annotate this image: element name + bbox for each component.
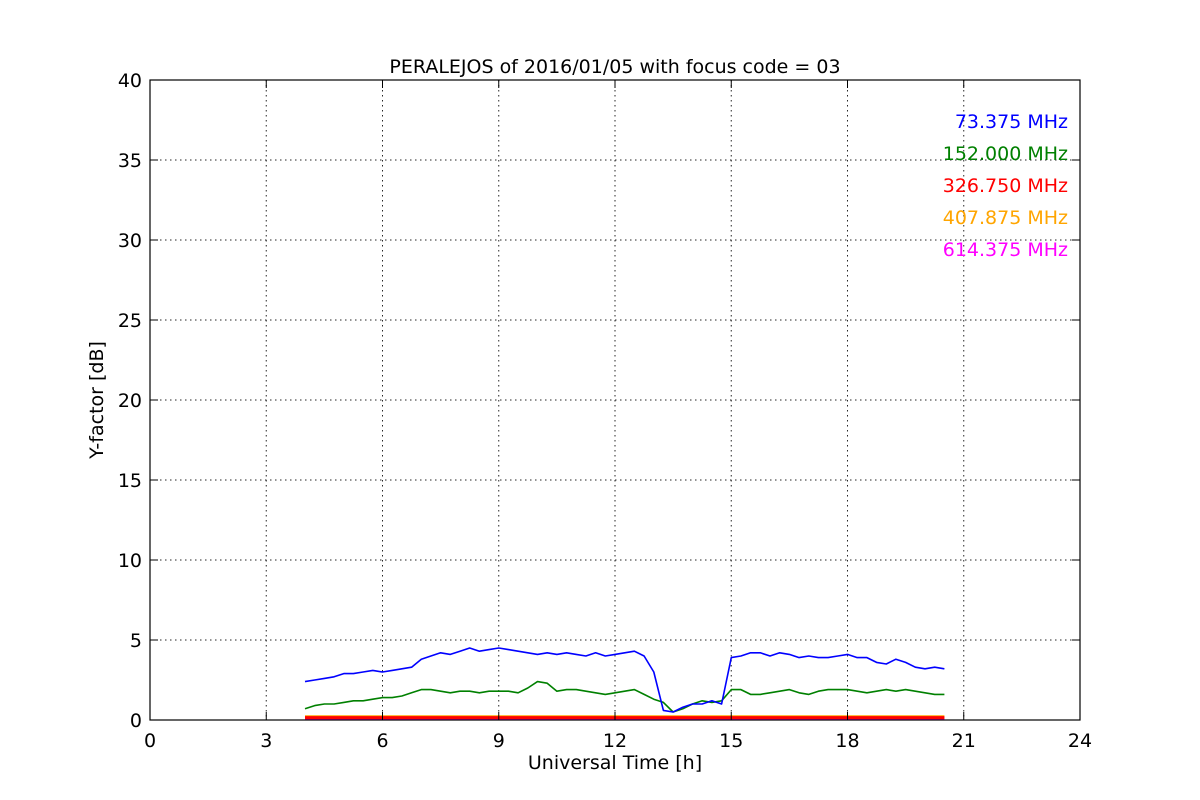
- y-tick-label: 10: [118, 550, 142, 572]
- y-tick-label: 5: [130, 630, 142, 652]
- y-tick-label: 0: [130, 710, 142, 732]
- legend-entry: 407.875 MHz: [943, 207, 1068, 229]
- series-line-1: [304, 680, 945, 713]
- x-tick-label: 12: [603, 730, 627, 752]
- x-tick-label: 0: [144, 730, 156, 752]
- y-tick-label: 40: [118, 70, 142, 92]
- x-axis-label: Universal Time [h]: [528, 752, 702, 774]
- x-tick-label: 24: [1068, 730, 1092, 752]
- legend-entry: 152.000 MHz: [943, 143, 1068, 165]
- grid: [150, 80, 1080, 720]
- chart-title: PERALEJOS of 2016/01/05 with focus code …: [389, 56, 840, 78]
- y-tick-label: 30: [118, 230, 142, 252]
- y-tick-label: 15: [118, 470, 142, 492]
- legend: 73.375 MHz 152.000 MHz 326.750 MHz 407.875 …: [943, 111, 1068, 261]
- y-tick-label: 35: [118, 150, 142, 172]
- ticks: 0 3 6 9 12 15 18 21 24 0 5 10 15 20 25 30 35 40: [118, 70, 1092, 752]
- x-tick-label: 15: [719, 730, 743, 752]
- series-line-0: [304, 647, 945, 713]
- x-tick-label: 9: [493, 730, 505, 752]
- legend-entry: 326.750 MHz: [943, 175, 1068, 197]
- series-group: [304, 647, 945, 720]
- y-tick-label: 25: [118, 310, 142, 332]
- legend-entry: 614.375 MHz: [943, 239, 1068, 261]
- x-tick-label: 3: [260, 730, 272, 752]
- x-tick-label: 21: [952, 730, 976, 752]
- y-axis-label: Y-factor [dB]: [86, 341, 108, 460]
- y-tick-label: 20: [118, 390, 142, 412]
- legend-entry: 73.375 MHz: [955, 111, 1068, 133]
- x-tick-label: 6: [376, 730, 388, 752]
- x-tick-label: 18: [835, 730, 859, 752]
